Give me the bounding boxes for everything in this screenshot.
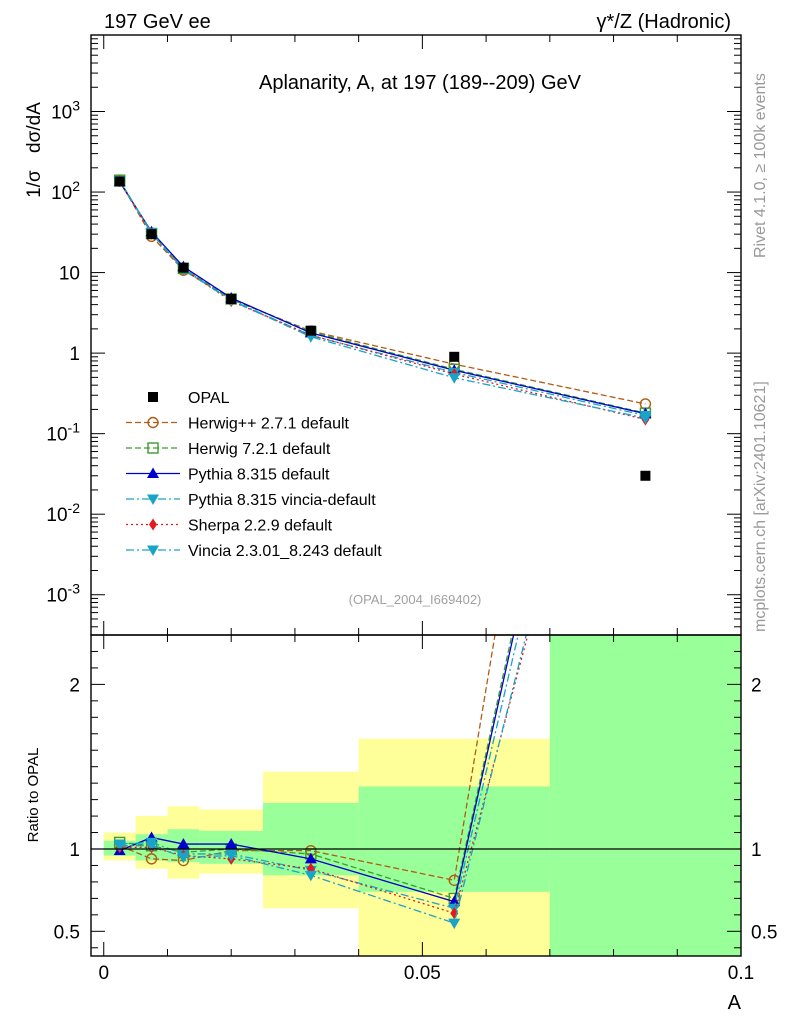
y-tick-label-ratio-right-0: 0.5 [751,922,777,943]
main-line-3 [119,180,646,417]
ratio-point-5-0 [113,841,126,852]
ratio-series-lines [91,635,741,930]
legend-label-1: Herwig++ 2.7.1 default [188,416,350,433]
y-tick-label-main-5: 10-2 [46,500,80,526]
ratio-point-5-3 [225,851,238,862]
y-tick-label-main-4: 10-1 [46,420,80,446]
main-line-4 [119,180,646,421]
ratio-point-2-4 [304,852,317,864]
y-tick-label-ratio-left-2: 2 [69,675,80,696]
y-tick-label-main-6: 10-3 [46,581,80,607]
main-point-5-5 [448,373,461,384]
legend-label-0: OPAL [188,390,230,407]
data-point-4 [305,325,316,336]
y-tick-label-main-1: 102 [51,178,80,204]
legend-entry-3: Pythia 8.315 default [126,467,330,484]
ratio-point-5-4 [304,870,317,882]
y-tick-label-ratio-right-1: 1 [751,840,762,861]
y-tick-label-main-3: 1 [69,344,80,365]
data-point-3 [226,293,237,304]
main-line-5 [119,180,646,419]
ratio-series-2 [113,635,515,907]
main-line-2 [119,181,646,415]
legend-marker-5 [149,518,157,531]
x-tick-label-2: 0.1 [728,963,754,984]
x-axis-label: A [728,992,742,1014]
x-tick-label-1: 0.05 [404,963,441,984]
y-axis-label-ratio: Ratio to OPAL [25,748,42,843]
rivet-version-label: Rivet 4.1.0, ≥ 100k events [752,73,769,258]
ratio-point-2-5 [448,895,461,907]
ratio-point-2-2 [177,838,190,849]
main-line-1 [119,179,646,414]
legend-label-6: Vincia 2.3.01_8.243 default [188,543,382,560]
ratio-uncertainty-bands [103,635,741,956]
data-point-2 [178,262,189,273]
legend-marker-4 [147,494,159,505]
y-tick-label-ratio-left-1: 1 [69,840,80,861]
ratio-point-0-1 [145,853,158,865]
main-line-0 [119,180,646,405]
legend-entry-4: Pythia 8.315 vincia-default [126,492,376,509]
data-point-5 [449,351,460,362]
ratio-point-5-1 [145,841,158,852]
legend-label-4: Pythia 8.315 vincia-default [188,492,376,509]
legend-entry-2: Herwig 7.2.1 default [126,441,331,458]
legend-marker-2 [147,442,159,454]
chart-title: Aplanarity, A, at 197 (189--209) GeV [259,72,582,94]
watermark: (OPAL_2004_I669402) [349,592,482,607]
legend-marker-0 [148,392,158,402]
header-left: 197 GeV ee [104,11,211,33]
band-green-6 [549,635,741,956]
y-tick-label-ratio-right-2: 2 [751,675,762,696]
legend-entry-1: Herwig++ 2.7.1 default [126,416,350,433]
main-series-lines [113,174,652,481]
legend-marker-6 [147,545,159,556]
legend-entry-0: OPAL [148,390,230,407]
legend-entry-6: Vincia 2.3.01_8.243 default [126,543,382,560]
y-tick-label-ratio-left-0: 0.5 [54,922,80,943]
ratio-point-5-5 [448,918,461,930]
y-axis-label-main: 1/σ dσ/dA [24,102,45,198]
legend-entry-5: Sherpa 2.2.9 default [126,518,333,535]
y-tick-label-main-0: 103 [51,98,80,124]
y-tick-label-main-2: 10 [59,264,80,285]
ratio-point-2-3 [225,838,238,849]
data-point-6 [640,470,651,481]
x-tick-label-0: 0 [98,963,109,984]
mcplots-label: mcplots.cern.ch [arXiv:2401.10621] [752,381,769,632]
band-green-5 [358,786,550,892]
legend-marker-3 [147,467,159,478]
data-point-1 [146,229,157,240]
legend-marker-1 [147,416,159,429]
ratio-frame [90,634,742,957]
legend-label-5: Sherpa 2.2.9 default [188,518,333,535]
legend-label-2: Herwig 7.2.1 default [188,441,331,458]
legend-label-3: Pythia 8.315 default [188,467,330,484]
legend: OPAL Herwig++ 2.7.1 default Herwig 7.2.1 d… [126,390,382,560]
main-point-5-6 [639,413,652,425]
data-point-0 [114,176,125,187]
ratio-point-5-2 [177,852,190,864]
ratio-series-5 [113,635,527,930]
header-right: γ*/Z (Hadronic) [597,11,731,33]
